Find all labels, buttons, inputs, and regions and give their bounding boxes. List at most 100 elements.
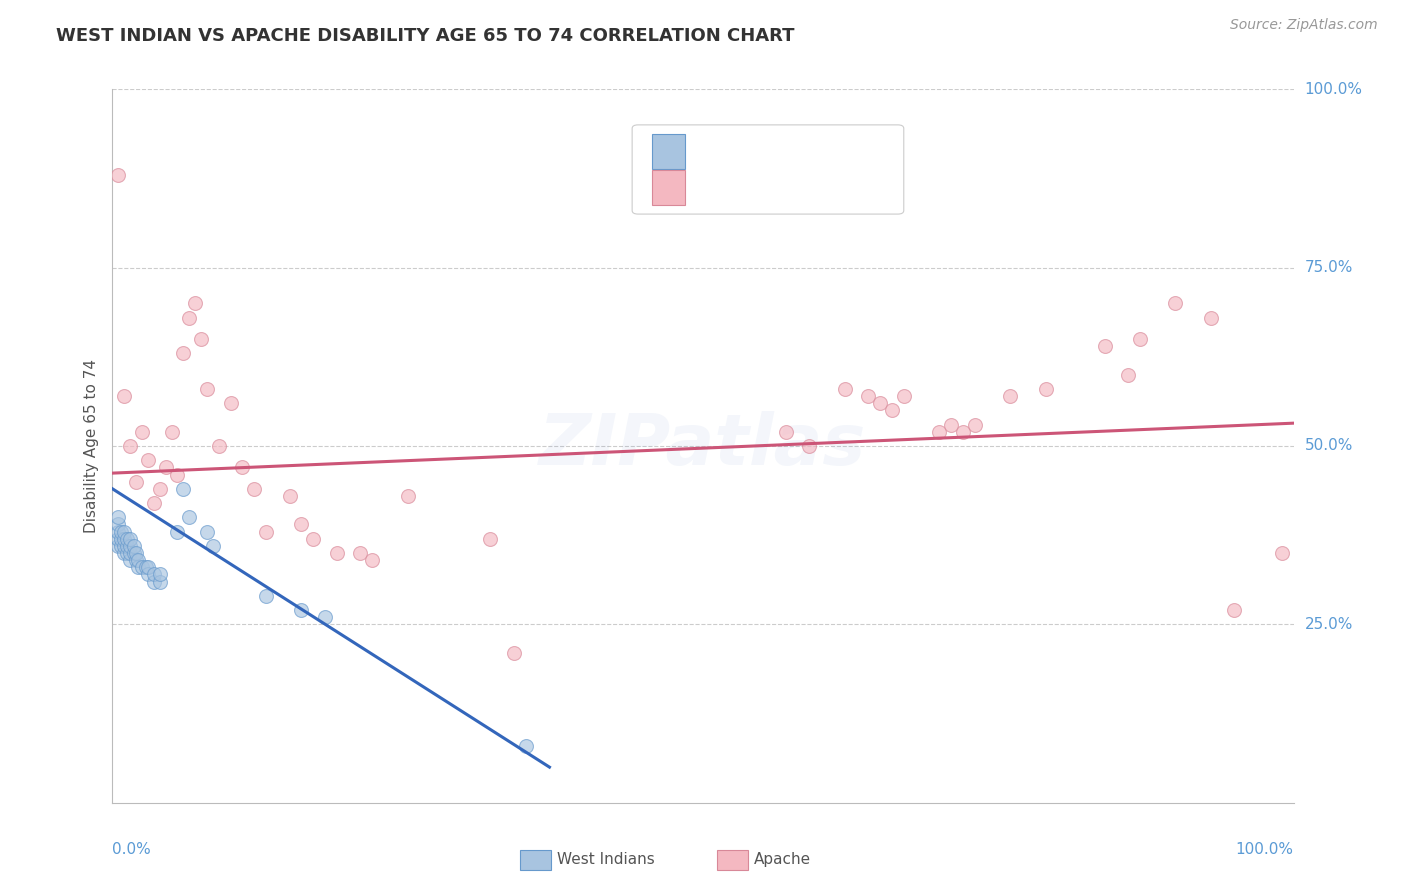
Point: [166, 524, 188, 539]
Point: [858, 389, 880, 403]
Point: [110, 539, 132, 553]
Point: [201, 539, 224, 553]
Text: West Indians: West Indians: [557, 853, 655, 867]
Point: [195, 382, 218, 396]
Point: [120, 546, 142, 560]
Point: [314, 610, 336, 624]
Point: [115, 539, 138, 553]
Point: [302, 532, 325, 546]
Point: [893, 389, 915, 403]
Point: [952, 425, 974, 439]
Point: [127, 560, 149, 574]
Point: [1271, 546, 1294, 560]
Point: [928, 425, 950, 439]
Point: [110, 524, 132, 539]
Point: [799, 439, 821, 453]
Point: [939, 417, 962, 432]
Point: [869, 396, 891, 410]
Point: [107, 517, 129, 532]
Bar: [652, 135, 685, 169]
Point: [142, 574, 165, 589]
Point: [166, 467, 188, 482]
Point: [396, 489, 419, 503]
Point: [112, 389, 135, 403]
Point: [112, 539, 135, 553]
Point: [136, 560, 159, 574]
Y-axis label: Disability Age 65 to 74: Disability Age 65 to 74: [83, 359, 98, 533]
Text: R =  0.144   N = 50: R = 0.144 N = 50: [699, 180, 873, 195]
Text: 50.0%: 50.0%: [1305, 439, 1353, 453]
Point: [142, 496, 165, 510]
Point: [179, 310, 201, 325]
Text: 0.0%: 0.0%: [112, 842, 152, 856]
Point: [1094, 339, 1116, 353]
Point: [195, 524, 218, 539]
Point: [142, 567, 165, 582]
Text: ZIPatlas: ZIPatlas: [540, 411, 866, 481]
Point: [120, 532, 142, 546]
Point: [208, 439, 231, 453]
Point: [1129, 332, 1152, 346]
Point: [503, 646, 526, 660]
Point: [107, 532, 129, 546]
Point: [326, 546, 349, 560]
Point: [122, 539, 145, 553]
Point: [231, 460, 253, 475]
Point: [125, 475, 148, 489]
Point: [115, 532, 138, 546]
Point: [775, 425, 797, 439]
Point: [125, 546, 148, 560]
Point: [160, 425, 183, 439]
Point: [115, 546, 138, 560]
Point: [155, 460, 177, 475]
Point: [149, 567, 172, 582]
Point: [219, 396, 242, 410]
Point: [136, 567, 159, 582]
Point: [254, 589, 277, 603]
Point: [179, 510, 201, 524]
Point: [131, 425, 153, 439]
Point: [107, 539, 129, 553]
Point: [190, 332, 212, 346]
Point: [135, 560, 157, 574]
Point: [1199, 310, 1222, 325]
Text: 100.0%: 100.0%: [1236, 842, 1294, 856]
Point: [479, 532, 502, 546]
Point: [112, 546, 135, 560]
Point: [107, 168, 129, 182]
Point: [349, 546, 371, 560]
Point: [184, 296, 207, 310]
Point: [1223, 603, 1246, 617]
Text: 25.0%: 25.0%: [1305, 617, 1353, 632]
Point: [1164, 296, 1187, 310]
Point: [278, 489, 301, 503]
Point: [290, 603, 312, 617]
Point: [998, 389, 1021, 403]
Point: [122, 546, 145, 560]
Point: [834, 382, 856, 396]
Point: [110, 532, 132, 546]
Point: [125, 553, 148, 567]
Point: [149, 574, 172, 589]
Text: R = -0.456   N = 42: R = -0.456 N = 42: [699, 144, 873, 159]
Point: [254, 524, 277, 539]
Text: WEST INDIAN VS APACHE DISABILITY AGE 65 TO 74 CORRELATION CHART: WEST INDIAN VS APACHE DISABILITY AGE 65 …: [56, 27, 794, 45]
Point: [1035, 382, 1057, 396]
Point: [120, 539, 142, 553]
Point: [120, 553, 142, 567]
Point: [107, 510, 129, 524]
Point: [107, 524, 129, 539]
Bar: [652, 170, 685, 204]
FancyBboxPatch shape: [633, 125, 904, 214]
Text: Source: ZipAtlas.com: Source: ZipAtlas.com: [1230, 18, 1378, 32]
Point: [112, 524, 135, 539]
Point: [361, 553, 384, 567]
Point: [290, 517, 312, 532]
Point: [880, 403, 903, 417]
Point: [120, 439, 142, 453]
Point: [963, 417, 986, 432]
Point: [172, 346, 194, 360]
Point: [149, 482, 172, 496]
Point: [172, 482, 194, 496]
Text: 75.0%: 75.0%: [1305, 260, 1353, 275]
